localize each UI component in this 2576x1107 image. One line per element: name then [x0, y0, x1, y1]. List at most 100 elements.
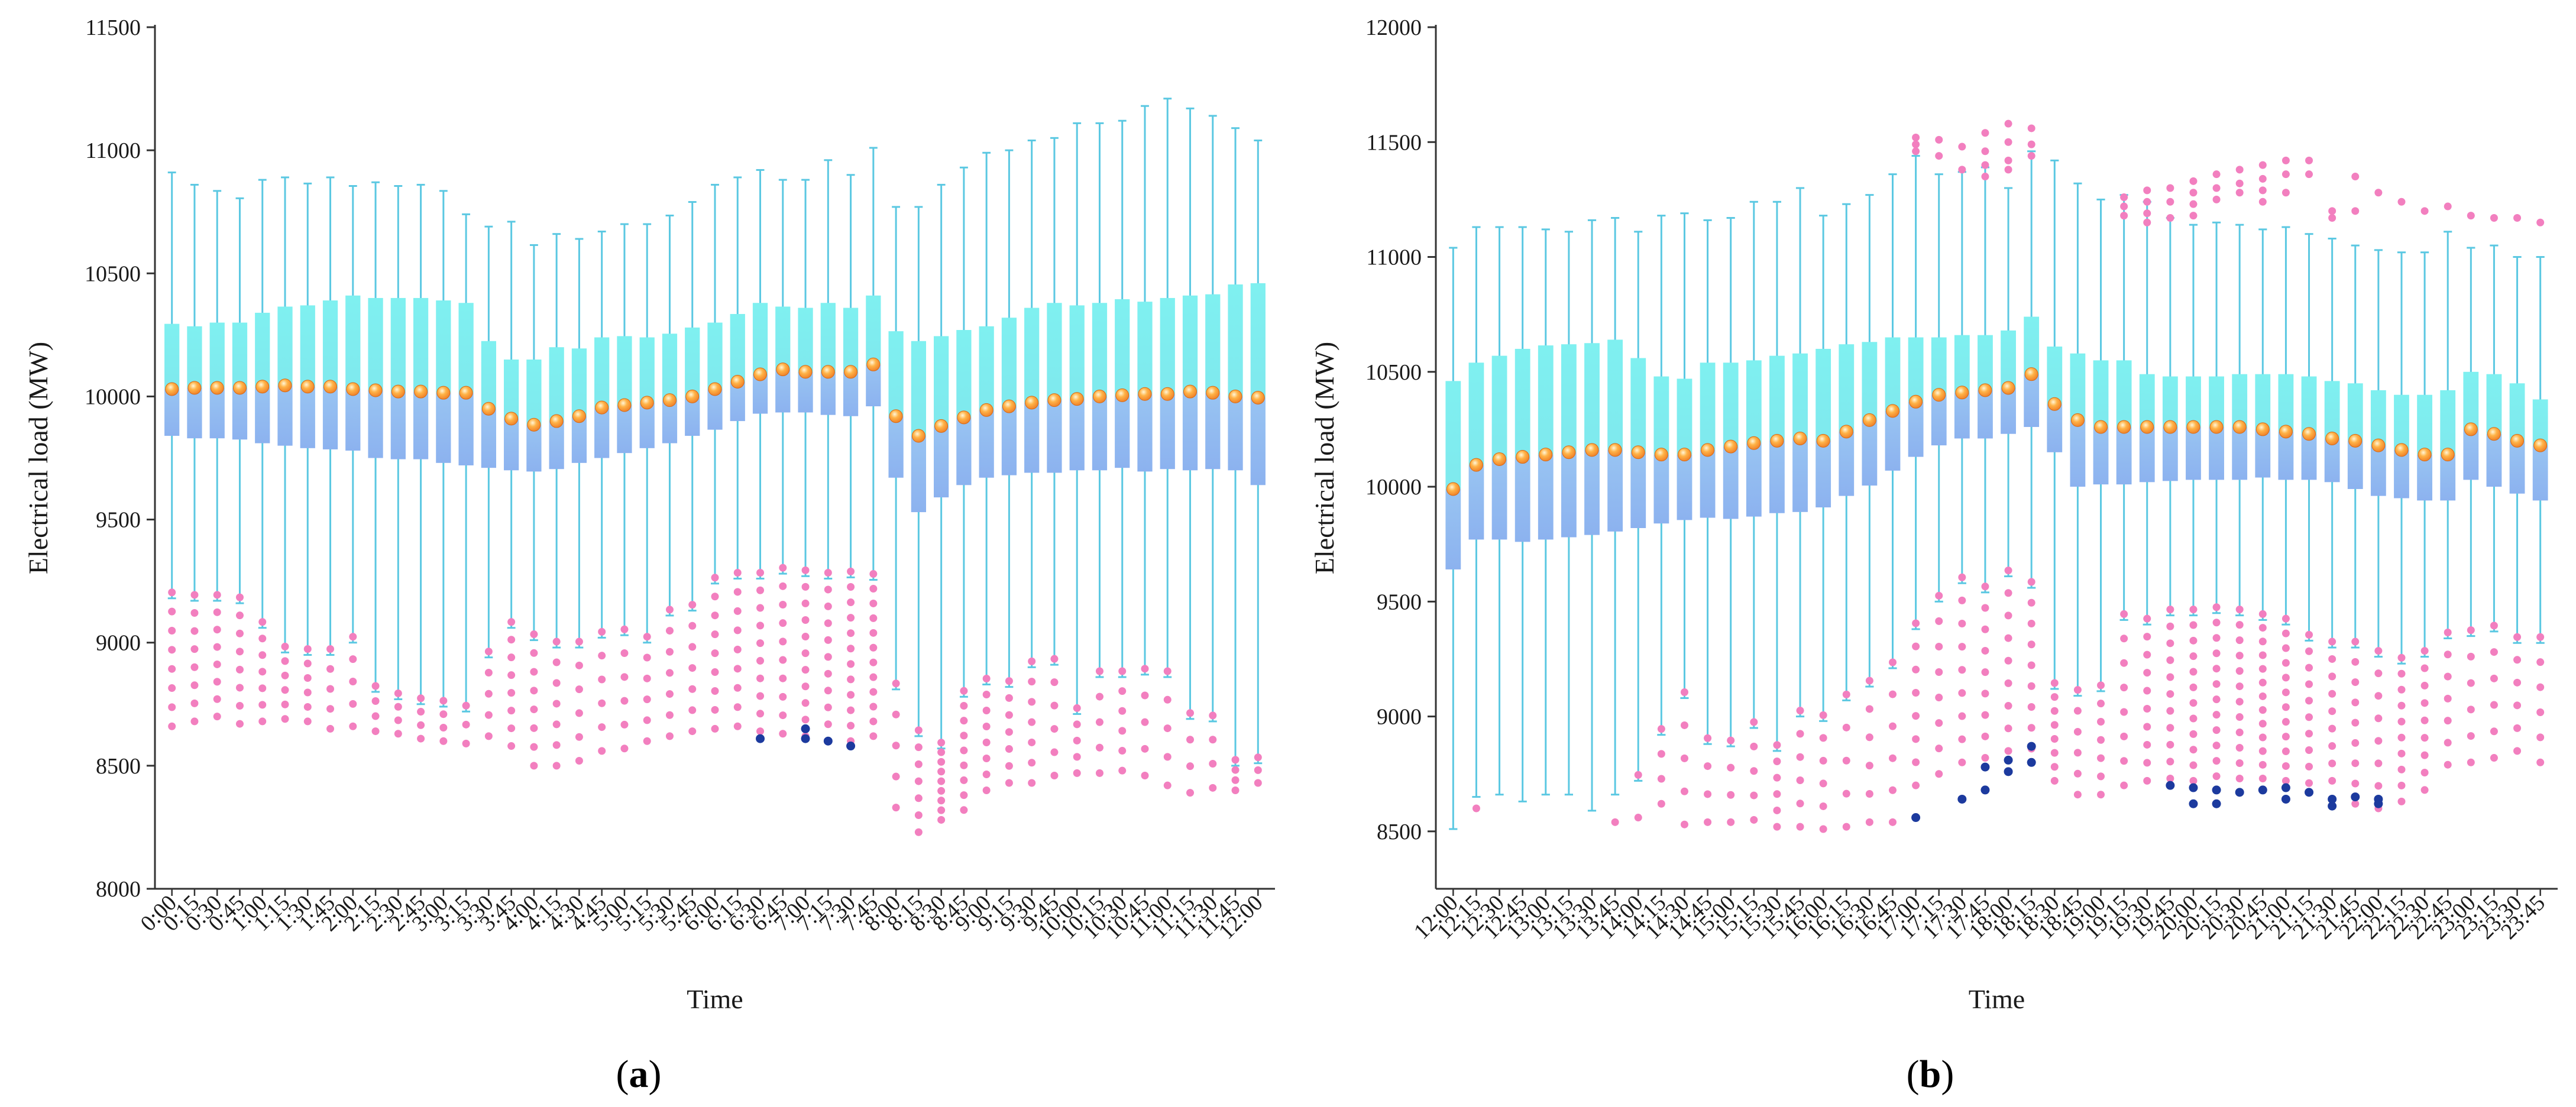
outlier-point	[575, 661, 583, 669]
box-upper	[1954, 335, 1970, 393]
outlier-point	[2120, 732, 2128, 740]
outlier-point	[914, 811, 923, 820]
outlier-point	[2258, 665, 2267, 673]
box-lower	[1607, 449, 1623, 532]
median-marker	[1677, 448, 1691, 462]
outlier-point	[1028, 738, 1036, 746]
outlier-point	[756, 656, 765, 665]
outlier-point	[1865, 818, 1873, 826]
box-upper	[2486, 374, 2502, 434]
box-upper	[458, 303, 474, 393]
box-upper	[1746, 360, 1762, 444]
box-upper	[617, 336, 632, 405]
x-axis-title: Time	[687, 984, 743, 1014]
outlier-point	[824, 568, 832, 577]
outlier-point-high	[2120, 202, 2128, 211]
outlier-point	[2281, 776, 2290, 785]
box-lower	[1115, 395, 1130, 468]
median-marker	[1839, 425, 1853, 439]
y-tick-label: 11000	[1366, 245, 1422, 270]
outlier-point	[1958, 666, 1966, 674]
median-marker	[708, 382, 722, 396]
outlier-point	[2374, 737, 2383, 745]
outlier-point	[779, 564, 787, 572]
outlier-point	[1141, 665, 1149, 673]
outlier-point-high	[2027, 140, 2035, 148]
outlier-point	[235, 702, 244, 710]
outlier-point	[2120, 635, 2128, 643]
median-marker	[1793, 431, 1807, 445]
box-lower	[1885, 410, 1901, 471]
outlier-point	[2351, 739, 2360, 747]
box-upper	[209, 322, 225, 388]
outlier-point	[2027, 703, 2035, 711]
outlier-point	[2050, 749, 2059, 757]
outlier-point	[190, 645, 199, 653]
outlier-point	[756, 604, 765, 612]
outlier-point	[2027, 724, 2035, 732]
outlier-point	[1209, 736, 1217, 744]
outlier-point	[2420, 716, 2429, 724]
outlier-point	[2166, 622, 2174, 630]
outlier-point	[869, 732, 878, 740]
box-upper	[436, 300, 451, 393]
outlier-point	[552, 700, 561, 708]
outlier-point	[869, 599, 878, 607]
box-upper	[2509, 383, 2525, 441]
outlier-point	[2073, 727, 2082, 736]
outlier-point	[779, 711, 787, 720]
outlier-point	[2258, 720, 2267, 728]
box-upper	[911, 341, 926, 436]
box-lower	[1746, 443, 1762, 517]
median-marker	[2279, 425, 2293, 439]
outlier-point-high	[2305, 156, 2313, 164]
outlier-point-high	[1935, 135, 1943, 144]
box-upper	[1160, 297, 1175, 394]
outlier-point	[2305, 730, 2313, 738]
box-upper	[300, 305, 315, 387]
outlier-point	[1028, 759, 1036, 767]
outlier-point-high	[2235, 179, 2244, 187]
box-upper	[1792, 353, 1808, 439]
median-marker	[1585, 443, 1599, 457]
box-upper	[1839, 344, 1855, 432]
outlier-point	[711, 593, 719, 601]
outlier-point	[530, 687, 538, 695]
outlier-point	[507, 671, 516, 679]
outlier-point	[960, 776, 968, 784]
outlier-point	[2143, 705, 2151, 713]
outlier-point	[2189, 668, 2198, 676]
median-marker	[2302, 427, 2316, 441]
outlier-point	[1912, 688, 1920, 697]
outlier-point	[2281, 703, 2290, 711]
outlier-point	[281, 671, 289, 679]
y-tick-label: 10000	[1365, 475, 1422, 500]
median-marker	[798, 365, 813, 379]
outlier-point	[1163, 667, 1172, 675]
outlier-point	[733, 607, 742, 615]
outlier-point	[914, 760, 923, 768]
box-upper	[255, 312, 270, 387]
outlier-point	[1657, 800, 1665, 808]
outlier-point	[620, 697, 629, 705]
outlier-point	[711, 630, 719, 639]
outlier-point	[779, 601, 787, 609]
median-marker	[1047, 393, 1062, 407]
median-marker	[436, 386, 451, 400]
outlier-point	[2305, 762, 2313, 771]
outlier-point	[1231, 766, 1240, 774]
outlier-point	[2328, 707, 2336, 716]
outlier-point	[417, 721, 425, 729]
median-marker	[1228, 389, 1242, 403]
outlier-point	[1842, 723, 1850, 731]
outlier-point	[1163, 724, 1172, 733]
outlier-point	[688, 727, 697, 736]
outlier-point	[1118, 687, 1127, 695]
outlier-point	[1657, 750, 1665, 758]
box-upper	[594, 337, 610, 408]
outlier-point	[801, 616, 810, 624]
outlier-point	[1186, 709, 1195, 717]
outlier-point-high	[2027, 124, 2035, 132]
box-lower	[2417, 454, 2433, 501]
outlier-point	[2444, 760, 2452, 769]
